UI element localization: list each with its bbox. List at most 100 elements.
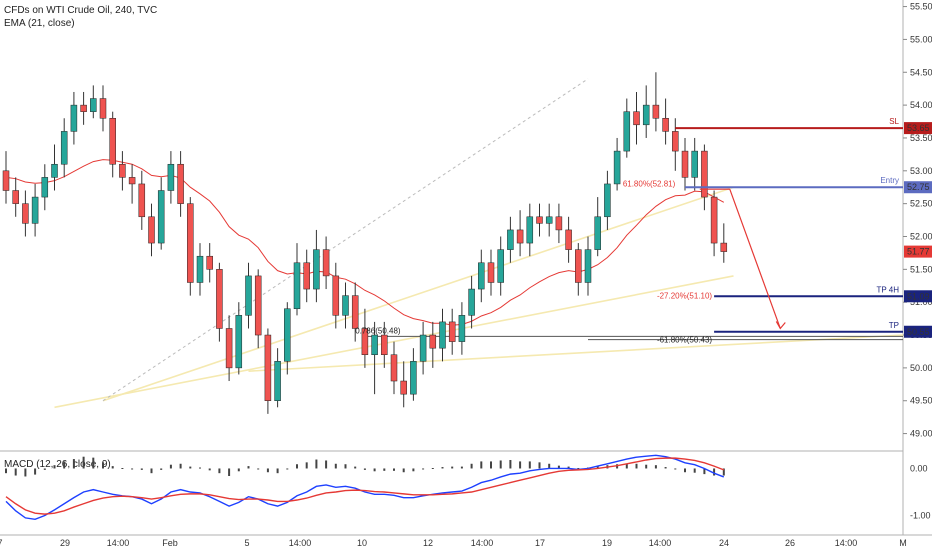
- macd-histogram-bar: [412, 468, 415, 472]
- candle-body: [293, 262, 301, 310]
- macd-histogram-bar: [354, 466, 357, 469]
- macd-histogram-bar: [654, 465, 657, 469]
- candle-body: [167, 163, 175, 191]
- macd-histogram-bar: [53, 465, 56, 469]
- macd-histogram-bar: [509, 460, 512, 469]
- macd-histogram-bar: [179, 463, 182, 469]
- candle-body: [604, 183, 611, 218]
- macd-histogram-bar: [140, 468, 143, 470]
- macd-histogram-bar: [499, 460, 502, 469]
- fib-m272-label: -27.20%(51.10): [657, 292, 712, 301]
- tp4h-price-tag: 51.09: [907, 291, 930, 301]
- macd-histogram-bar: [528, 461, 531, 469]
- chart-title: CFDs on WTI Crude Oil, 240, TVC: [4, 5, 158, 16]
- macd-histogram-bar: [169, 464, 172, 469]
- macd-histogram-bar: [325, 460, 328, 469]
- upper-trendline: [102, 186, 734, 402]
- macd-histogram-bar: [519, 461, 522, 469]
- macd-histogram-bar: [24, 468, 27, 477]
- tp-price-tag-bg: [904, 325, 932, 338]
- price-tick-label: 53.50: [910, 133, 932, 143]
- macd-histogram-bar: [383, 468, 386, 471]
- candle-body: [545, 216, 553, 224]
- tp-label: TP: [889, 321, 899, 330]
- candle-body: [12, 190, 19, 204]
- macd-histogram-bar: [722, 468, 725, 476]
- macd-histogram-bar: [150, 468, 153, 474]
- candle-body: [51, 163, 58, 178]
- ema-legend: EMA (21, close): [4, 18, 75, 29]
- price-tick-label: 52.00: [910, 231, 932, 241]
- sl-label: SL: [889, 117, 899, 126]
- macd-histogram-bar: [490, 461, 492, 469]
- candle-body: [400, 380, 407, 395]
- time-tick-label: 24: [719, 538, 729, 548]
- candle-body: [196, 255, 204, 283]
- macd-histogram-bar: [218, 468, 221, 474]
- macd-histogram-bar: [266, 468, 269, 473]
- macd-histogram-bar: [14, 468, 17, 476]
- macd-histogram-bar: [72, 459, 75, 469]
- price-tick-label: 50.00: [910, 363, 932, 373]
- tp-price-tag: 50.55: [907, 327, 930, 337]
- macd-histogram-bar: [402, 468, 405, 473]
- price-tick-label: 53.00: [910, 166, 932, 176]
- macd-histogram-bar: [625, 463, 628, 469]
- candle-body: [2, 170, 10, 191]
- candle-body: [536, 216, 543, 224]
- macd-histogram-bar: [208, 468, 211, 471]
- lower-trendline-extension: [248, 334, 904, 372]
- candle-body: [322, 249, 330, 277]
- macd-histogram-bar: [5, 468, 7, 474]
- macd-tick-label: 0.00: [910, 463, 928, 473]
- candle-body: [148, 216, 155, 244]
- candle-body: [448, 321, 456, 342]
- candle-body: [254, 275, 262, 336]
- candle-body: [516, 229, 524, 244]
- time-tick-label: 19: [602, 538, 612, 548]
- macd-histogram-bar: [82, 456, 85, 469]
- candle-body: [642, 104, 650, 126]
- candle-body: [128, 177, 136, 185]
- candle-body: [594, 216, 601, 250]
- macd-histogram-bar: [199, 467, 201, 469]
- time-tick-label: 26: [785, 538, 795, 548]
- macd-histogram-bar: [664, 467, 667, 469]
- macd-histogram-bar: [703, 468, 706, 475]
- macd-histogram-bar: [422, 468, 425, 470]
- candle-body: [565, 229, 572, 250]
- macd-histogram-bar: [102, 462, 104, 469]
- candle-body: [80, 104, 87, 112]
- candle-body: [390, 354, 398, 382]
- macd-histogram-bar: [228, 468, 231, 476]
- macd-histogram-bar: [296, 464, 298, 469]
- macd-histogram-bar: [63, 461, 66, 469]
- candle-body: [303, 262, 310, 290]
- entry-price-tag-bg: [904, 181, 932, 194]
- candle-body: [681, 150, 689, 178]
- candle-body: [691, 150, 698, 178]
- macd-histogram-bar: [567, 466, 570, 469]
- entry-label: Entry: [880, 176, 899, 185]
- macd-histogram-bar: [237, 468, 240, 472]
- macd-histogram-bar: [363, 468, 366, 470]
- candle-body: [439, 321, 446, 349]
- tp4h-label: TP 4H: [876, 285, 899, 294]
- time-tick-label: 14:00: [471, 538, 494, 548]
- macd-histogram-bar: [645, 464, 648, 469]
- candle-body: [157, 190, 165, 244]
- candle-body: [361, 328, 369, 355]
- candle-body: [216, 269, 223, 329]
- macd-histogram-bar: [393, 468, 395, 471]
- candle-body: [613, 150, 621, 185]
- macd-histogram-bar: [557, 465, 560, 469]
- macd-histogram-bar: [441, 467, 444, 469]
- price-tick-label: 52.50: [910, 199, 932, 209]
- sl-price-tag: 53.65: [907, 123, 930, 133]
- candle-body: [662, 117, 669, 132]
- candle-body: [410, 361, 417, 395]
- macd-histogram-bar: [431, 468, 434, 469]
- candle-body: [497, 249, 504, 283]
- macd-histogram-bar: [693, 468, 696, 473]
